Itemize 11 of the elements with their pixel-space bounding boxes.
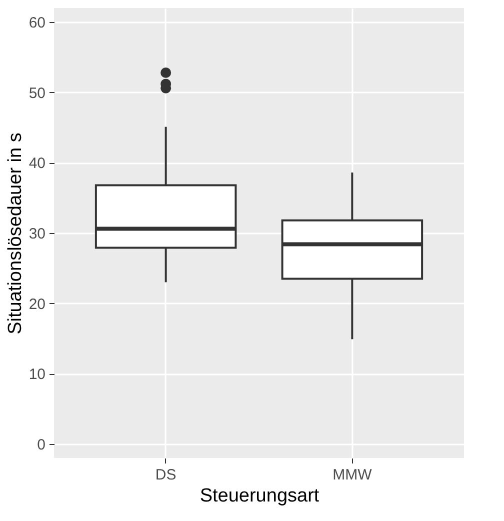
x-axis-title: Steuerungsart — [200, 486, 320, 506]
y-axis-title: Situationslösedauer in s — [4, 132, 26, 334]
y-tick-label: 10 — [28, 366, 46, 384]
y-tick-label: 30 — [28, 226, 46, 242]
x-tick-label: MMW — [332, 466, 373, 484]
x-tick-label: DS — [155, 466, 176, 484]
y-tick-label: 0 — [37, 436, 46, 454]
y-tick-label: 50 — [28, 84, 46, 102]
y-tick-label: 60 — [28, 14, 46, 32]
y-tick-label: 40 — [28, 155, 46, 172]
y-tick-label: 20 — [28, 296, 46, 313]
